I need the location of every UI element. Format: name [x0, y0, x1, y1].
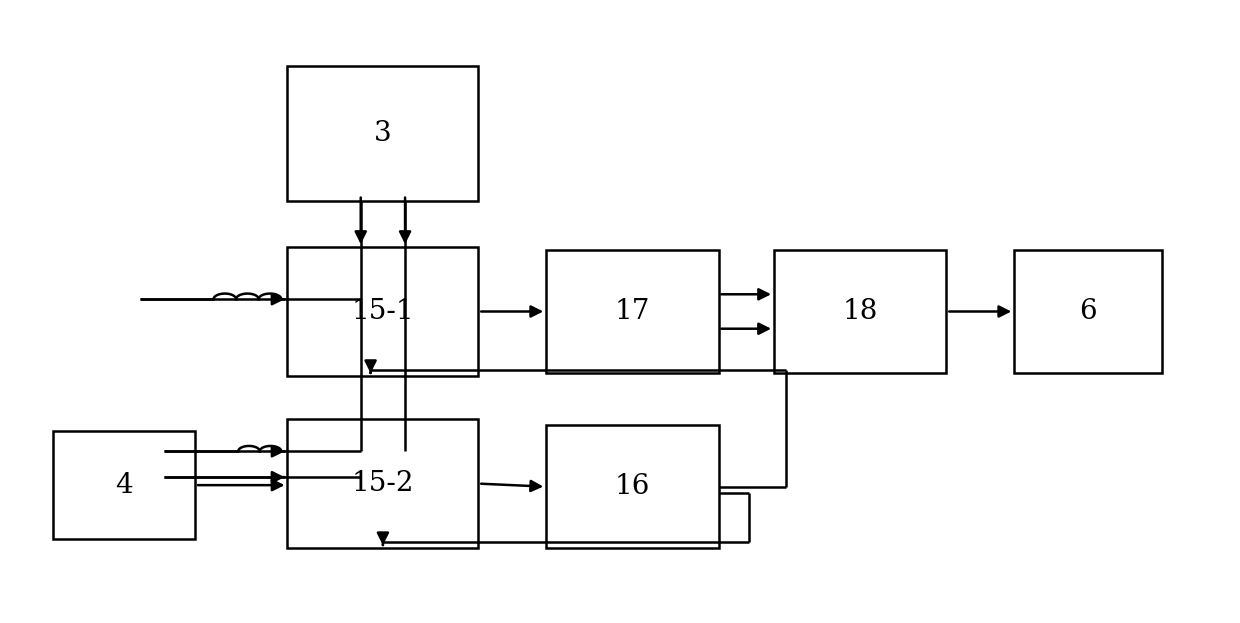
Text: 16: 16 — [615, 473, 650, 500]
Text: 15-2: 15-2 — [352, 470, 414, 497]
Bar — [546, 426, 718, 548]
Text: 3: 3 — [374, 120, 392, 147]
Bar — [288, 65, 479, 201]
Bar — [288, 419, 479, 548]
Bar — [288, 247, 479, 376]
Bar — [1014, 250, 1162, 373]
Text: 6: 6 — [1079, 298, 1097, 325]
Text: 18: 18 — [842, 298, 878, 325]
Text: 17: 17 — [615, 298, 650, 325]
Text: 15-1: 15-1 — [352, 298, 414, 325]
Bar — [774, 250, 946, 373]
Bar — [546, 250, 718, 373]
Text: 4: 4 — [115, 472, 133, 498]
Bar — [53, 431, 195, 539]
